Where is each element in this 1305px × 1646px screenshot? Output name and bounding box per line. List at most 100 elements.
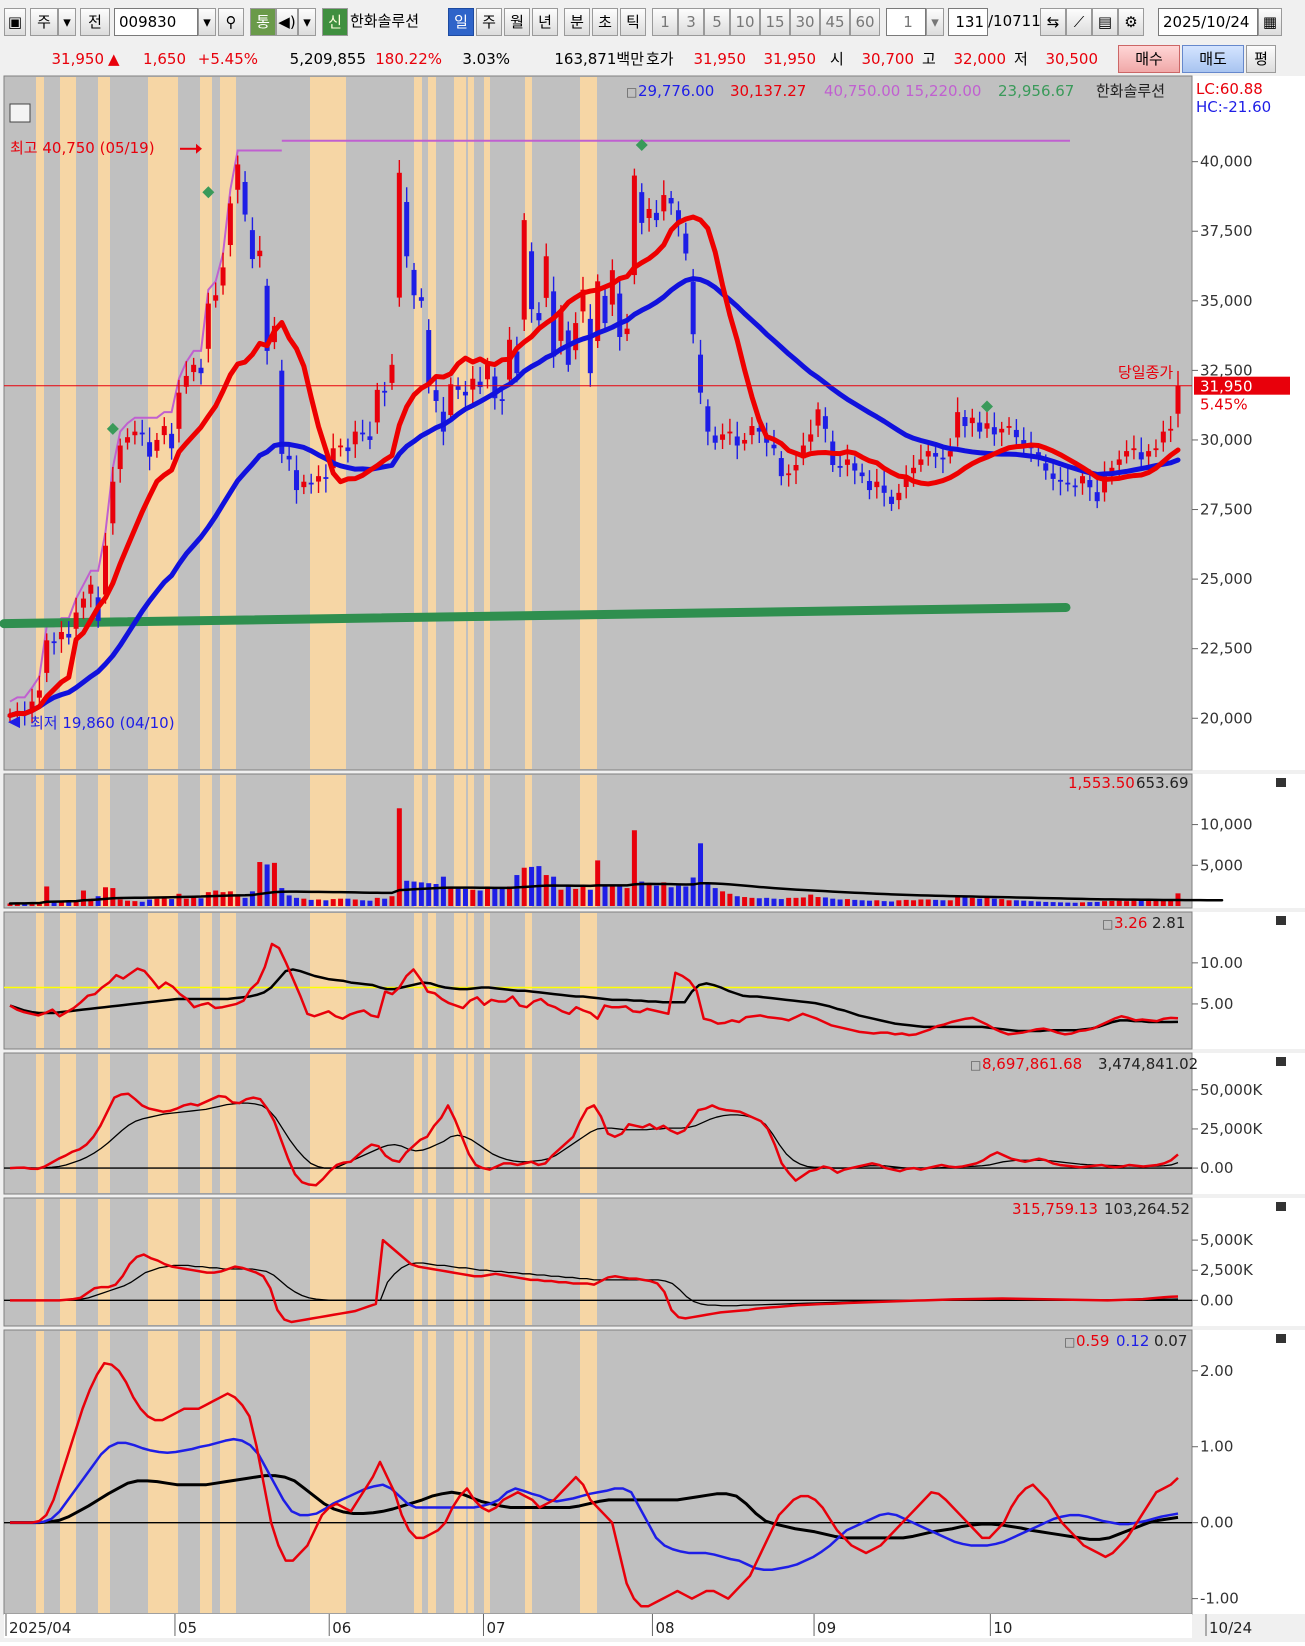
candle-body xyxy=(727,431,733,434)
highlight-band xyxy=(200,913,212,1048)
low-label: 저 xyxy=(1014,50,1028,68)
signal-marker xyxy=(981,400,994,413)
candle-body xyxy=(249,230,255,260)
layout-icon[interactable]: ▣ xyxy=(4,8,26,36)
ma-mid-line xyxy=(7,276,1181,718)
highlight-band xyxy=(454,775,466,907)
candle-body xyxy=(778,458,784,477)
period-tab-week[interactable]: 주 xyxy=(476,8,502,36)
y-tick-label: 5,000 xyxy=(1200,856,1243,874)
candle-body xyxy=(631,175,637,276)
shin-badge[interactable]: 신 xyxy=(322,8,348,36)
y-axis-bg xyxy=(1192,1053,1305,1194)
candle-body xyxy=(749,426,755,436)
tong-button[interactable]: 통 xyxy=(250,8,276,36)
volume-bar xyxy=(1080,902,1086,906)
candle-body xyxy=(1006,426,1012,428)
volume-bar xyxy=(1021,900,1027,906)
save-icon[interactable]: ▤ xyxy=(1092,8,1118,36)
highlight-band xyxy=(468,913,474,1048)
interval-10[interactable]: 10 xyxy=(730,8,760,36)
y-tick-label: 2,500K xyxy=(1200,1261,1254,1279)
interval-60[interactable]: 60 xyxy=(850,8,880,36)
highlight-band xyxy=(98,1199,110,1325)
volume-bar xyxy=(264,864,270,906)
candle-body xyxy=(742,439,748,444)
candle-body xyxy=(411,269,417,296)
interval-5[interactable]: 5 xyxy=(704,8,730,36)
interval-label: 45 xyxy=(825,13,845,31)
count-input[interactable]: 1 xyxy=(886,8,926,36)
interval-3[interactable]: 3 xyxy=(678,8,704,36)
period-tab-second[interactable]: 초 xyxy=(592,8,618,36)
legend-box-icon: □ xyxy=(1102,917,1113,931)
period-tab-minute[interactable]: 분 xyxy=(564,8,590,36)
volume-bar xyxy=(712,888,718,906)
interval-1[interactable]: 1 xyxy=(652,8,678,36)
volume-bar xyxy=(639,881,645,906)
volume-bar xyxy=(918,899,924,906)
volume-bar xyxy=(477,890,483,906)
interval-15[interactable]: 15 xyxy=(760,8,790,36)
prev-button[interactable]: 전 xyxy=(80,8,110,36)
volume-bar xyxy=(338,898,344,906)
highlight-band xyxy=(220,1331,236,1613)
gear-icon[interactable]: ⚙ xyxy=(1118,8,1144,36)
stock-code-input[interactable]: 009830 xyxy=(114,8,198,36)
volume-bar xyxy=(911,900,917,906)
volume-bar xyxy=(396,808,402,906)
highlight-band xyxy=(525,775,532,907)
calendar-icon[interactable]: ▦ xyxy=(1258,8,1282,36)
interval-30[interactable]: 30 xyxy=(790,8,820,36)
split-icon[interactable]: ⇆ xyxy=(1040,8,1066,36)
volume-bar xyxy=(837,899,843,906)
period-tab-month[interactable]: 월 xyxy=(504,8,530,36)
period-tab-year[interactable]: 년 xyxy=(532,8,558,36)
volume-bar xyxy=(595,860,601,906)
pyeong-button[interactable]: 평 xyxy=(1246,45,1276,73)
panel-2-bg xyxy=(3,911,1193,1050)
interval-45[interactable]: 45 xyxy=(820,8,850,36)
volume-bar xyxy=(139,901,145,906)
count-dropdown-icon[interactable]: ▾ xyxy=(926,8,944,36)
legend-ind4-3: 0.07 xyxy=(1154,1332,1187,1350)
volume-bar xyxy=(1050,902,1056,906)
sound-icon[interactable]: ◀) xyxy=(276,8,298,36)
volume-bar xyxy=(756,898,762,906)
stock-name: 한화솔루션 xyxy=(350,12,420,30)
volume-bar xyxy=(683,886,689,906)
market-select[interactable]: 주 xyxy=(30,8,58,36)
chart-svg[interactable]: 40,000 37,500 35,000 32,500 30,000 27,500 25,0… xyxy=(0,74,1305,1642)
sound-dropdown-icon[interactable]: ▾ xyxy=(298,8,316,36)
code-dropdown-icon[interactable]: ▾ xyxy=(198,8,216,36)
volume-bar xyxy=(514,875,520,906)
ind1-main-line xyxy=(9,942,1179,1037)
search-icon[interactable]: ⚲ xyxy=(218,8,244,36)
volume-bar xyxy=(749,897,755,906)
highlight-band xyxy=(484,1199,490,1325)
candle-body xyxy=(1109,467,1115,474)
highlight-band xyxy=(310,775,346,907)
period-tab-label: 틱 xyxy=(626,13,640,31)
close-value-label: 31,950 xyxy=(1200,378,1253,396)
candle-body xyxy=(58,631,64,640)
buy-button[interactable]: 매수 xyxy=(1118,45,1180,73)
date-input[interactable]: 2025/10/24 xyxy=(1158,8,1258,36)
period-tab-day[interactable]: 일 xyxy=(448,8,474,36)
volume-bar xyxy=(558,889,564,906)
tool-icon[interactable]: ⟋ xyxy=(1066,8,1092,36)
candle-body xyxy=(352,431,358,445)
candle-body xyxy=(624,328,630,335)
legend-ind3-2: 103,264.52 xyxy=(1104,1200,1190,1218)
bar-count-input[interactable]: 131 xyxy=(948,8,988,36)
volume-bar xyxy=(213,890,219,906)
y-tick-label: 5.00 xyxy=(1200,995,1233,1013)
market-dropdown-icon[interactable]: ▾ xyxy=(58,8,76,36)
period-tab-tick[interactable]: 틱 xyxy=(620,8,646,36)
sell-button[interactable]: 매도 xyxy=(1182,45,1244,73)
y-tick-label: 32,500 xyxy=(1200,361,1253,379)
candle-body xyxy=(771,444,777,449)
candle-body xyxy=(536,313,542,321)
volume-value: 5,209,855 xyxy=(289,50,366,68)
chart-area[interactable]: 40,000 37,500 35,000 32,500 30,000 27,500 25,0… xyxy=(0,74,1305,1642)
